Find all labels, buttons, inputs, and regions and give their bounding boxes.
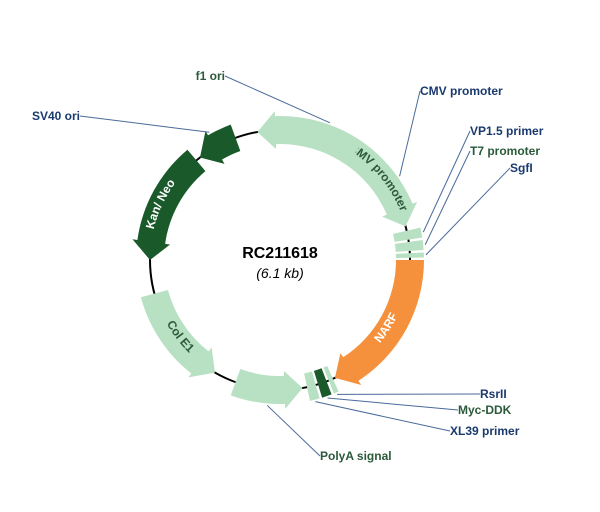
feature-sv40-ori — [200, 125, 240, 164]
feature-narf — [335, 260, 424, 385]
leader-line — [315, 402, 450, 431]
leader-line — [80, 116, 209, 132]
feature-polya-signal — [231, 369, 303, 409]
plasmid-name: RC211618 — [242, 245, 318, 262]
label-cmv-promoter: CMV promoter — [420, 84, 503, 98]
feature-kan-neo — [132, 150, 205, 260]
label-t7-promoter: T7 promoter — [470, 144, 540, 158]
leader-line — [400, 91, 420, 176]
label-vp1-5-primer: VP1.5 primer — [470, 124, 544, 138]
feature-vp1-5-primer — [393, 228, 422, 242]
label-polya-signal: PolyA signal — [320, 449, 392, 463]
label-f1-ori: f1 ori — [196, 69, 225, 83]
label-sgfi: SgfI — [510, 161, 533, 175]
feature-f1-ori — [257, 111, 362, 165]
plasmid-size: (6.1 kb) — [256, 265, 303, 281]
label-myc-ddk: Myc-DDK — [458, 403, 512, 417]
label-xl39-primer: XL39 primer — [450, 424, 520, 438]
leader-line — [225, 76, 330, 123]
leader-line — [426, 168, 510, 255]
feature-label-0: CMV promoter — [347, 140, 411, 213]
label-rsrii: RsrII — [480, 387, 507, 401]
label-sv40-ori: SV40 ori — [32, 109, 80, 123]
leader-line — [267, 405, 320, 456]
plasmid-map: RC211618 (6.1 kb) CMV promoter CMV promoter… — [0, 0, 600, 512]
feature-sgfi — [396, 252, 424, 258]
leader-line — [425, 151, 470, 245]
